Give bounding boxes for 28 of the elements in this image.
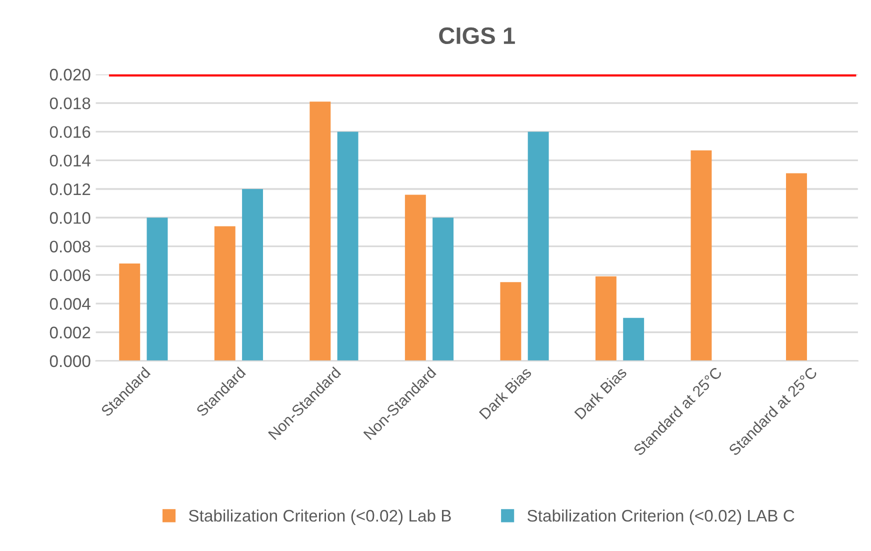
y-tick-label: 0.006 — [50, 269, 90, 282]
bar — [310, 102, 331, 361]
bar — [528, 132, 549, 361]
y-tick-label: 0.016 — [50, 126, 90, 138]
y-tick-label: 0.018 — [50, 97, 90, 110]
bar — [690, 150, 712, 361]
y-tick-label: 0.000 — [50, 355, 90, 368]
y-tick-label: 0.004 — [50, 298, 90, 310]
bar — [500, 282, 522, 361]
bar — [242, 188, 263, 361]
bar — [404, 194, 426, 361]
bar — [119, 263, 140, 361]
y-tick-label: 0.020 — [50, 68, 90, 81]
y-tick-label: 0.014 — [50, 154, 90, 167]
bar — [214, 226, 236, 361]
bar — [786, 173, 807, 361]
bar — [432, 218, 454, 361]
legend-label: Stabilization Criterion (<0.02) Lab B — [188, 509, 451, 525]
bar — [146, 218, 168, 361]
y-tick-label: 0.008 — [50, 240, 90, 252]
bar — [337, 132, 358, 361]
bar — [623, 318, 644, 361]
bar — [595, 276, 616, 361]
y-tick-label: 0.012 — [50, 183, 90, 196]
chart-title: CIGS 1 — [439, 27, 515, 44]
y-tick-label: 0.002 — [50, 326, 90, 338]
y-tick-label: 0.010 — [50, 212, 90, 224]
legend-label: Stabilization Criterion (<0.02) LAB C — [528, 509, 794, 525]
